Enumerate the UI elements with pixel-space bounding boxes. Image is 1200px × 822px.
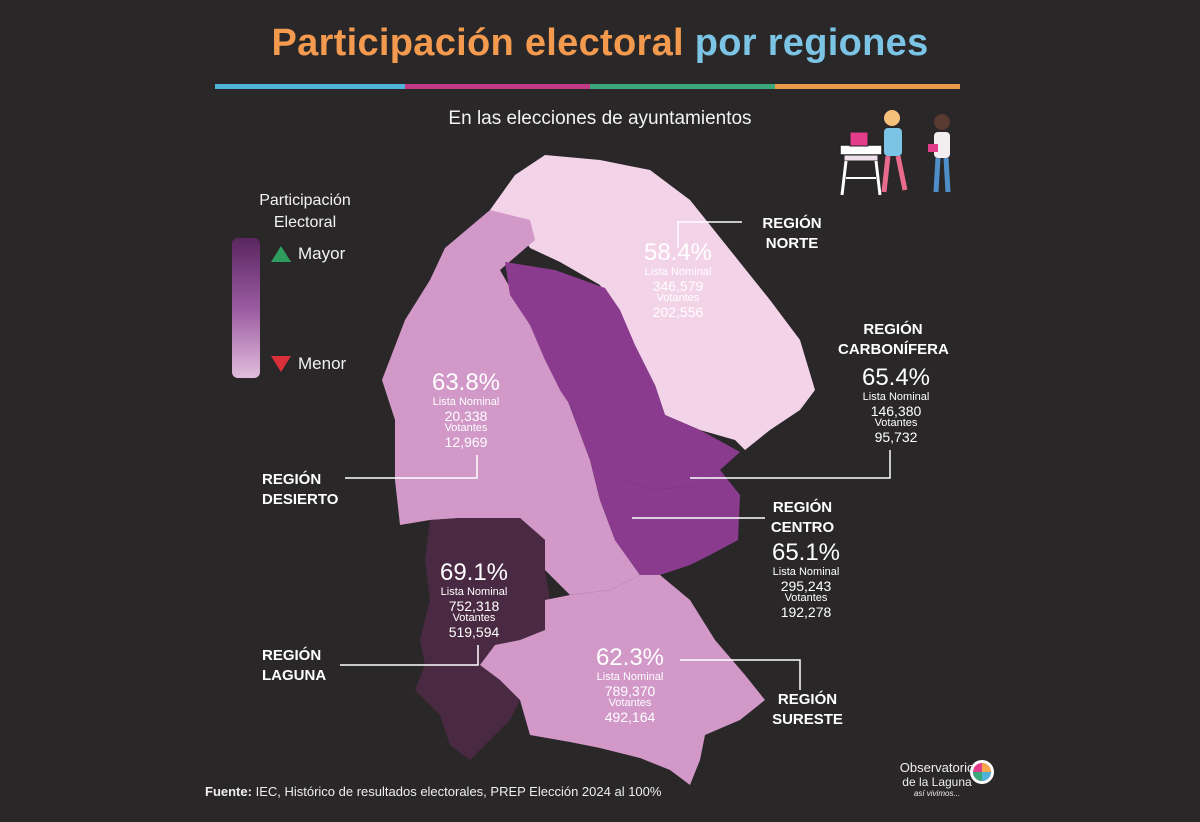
region-centro-shape	[540, 330, 740, 575]
title-part-orange: Participación electoral	[271, 22, 684, 64]
observatorio-logo-icon	[970, 760, 994, 784]
leader-laguna	[340, 645, 479, 666]
leader-norte	[677, 221, 742, 248]
green-up-triangle-icon	[271, 246, 291, 262]
region-sureste-name: REGIÓN SURESTE	[772, 691, 843, 728]
legend-title-line1: Participación	[259, 192, 351, 209]
region-sureste-shape	[480, 575, 765, 785]
leader-desierto	[345, 455, 478, 479]
logo-line1: Observatorio	[899, 760, 975, 775]
page-title: Participación electoral por regiones	[0, 22, 1200, 65]
legend-high-label: Mayor	[298, 244, 346, 263]
region-centro-name: REGIÓN CENTRO	[770, 499, 835, 536]
region-laguna-name: REGIÓN LAGUNA	[262, 647, 327, 684]
region-desierto-name: REGIÓN DESIERTO	[262, 471, 339, 508]
leader-carbonifera	[690, 450, 891, 479]
region-laguna-shape	[415, 518, 550, 760]
title-part-blue: por regiones	[694, 22, 929, 64]
legend-low-label: Menor	[298, 354, 347, 373]
region-desierto-shape	[382, 210, 640, 595]
logo-line3: así vivimos...	[913, 789, 961, 798]
region-carbonifera-shape	[505, 262, 740, 490]
title-stripe-blue	[215, 84, 405, 89]
red-down-triangle-icon	[271, 356, 291, 372]
voters-illustration	[839, 110, 951, 196]
source-label: Fuente:	[205, 784, 252, 799]
logo-line2: de la Laguna	[902, 775, 972, 789]
region-carbonifera-name: REGIÓN CARBONÍFERA	[838, 321, 949, 358]
leader-sureste	[680, 659, 801, 690]
region-norte-shape	[490, 155, 815, 450]
title-stripe-magenta	[405, 84, 590, 89]
legend-title: Participación Electoral	[240, 190, 370, 234]
source-note: Fuente: IEC, Histórico de resultados ele…	[205, 784, 661, 799]
region-desierto-data: 63.8% Lista Nominal 20,338 Votantes 12,9…	[431, 369, 501, 450]
region-laguna-data: 69.1% Lista Nominal 752,318 Votantes 519…	[439, 559, 509, 640]
subtitle: En las elecciones de ayuntamientos	[448, 108, 752, 129]
source-text: IEC, Histórico de resultados electorales…	[255, 784, 662, 799]
title-stripe-orange	[775, 84, 960, 89]
region-norte-name: REGIÓN NORTE	[762, 215, 822, 252]
legend-title-line2: Electoral	[273, 214, 337, 231]
legend-high: Mayor	[270, 244, 345, 264]
region-norte-data: 58.4% Lista Nominal 346,579 Votantes 202…	[643, 239, 713, 320]
title-stripe-green	[590, 84, 775, 89]
legend-low: Menor	[270, 354, 346, 374]
region-carbonifera-data: 65.4% Lista Nominal 146,380 Votantes 95,…	[861, 364, 931, 445]
observatorio-logo: Observatorio de la Laguna así vivimos...	[872, 760, 1002, 798]
region-centro-data: 65.1% Lista Nominal 295,243 Votantes 192…	[771, 539, 841, 620]
region-sureste-data: 62.3% Lista Nominal 789,370 Votantes 492…	[595, 644, 665, 725]
legend-gradient-bar	[232, 238, 260, 378]
